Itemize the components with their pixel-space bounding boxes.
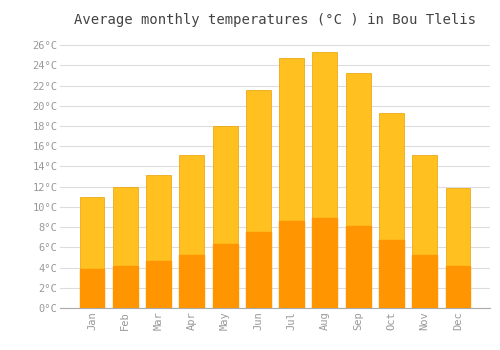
Bar [146,175,171,308]
Bar [212,244,238,308]
Bar [246,90,271,308]
Bar [113,187,138,308]
Bar [180,254,204,308]
Bar [379,113,404,308]
Bar [312,218,338,308]
Bar [412,155,437,308]
Bar [80,197,104,308]
Bar [180,155,204,308]
Bar [346,226,370,308]
Bar [312,52,338,308]
Bar [212,126,238,308]
Bar [446,188,470,308]
Bar [412,254,437,308]
Bar [346,74,370,308]
Bar [113,266,138,308]
Bar [379,240,404,308]
Bar [246,232,271,308]
Bar [146,261,171,308]
Title: Average monthly temperatures (°C ) in Bou Tlelis: Average monthly temperatures (°C ) in Bo… [74,13,476,27]
Bar [80,269,104,308]
Bar [279,58,304,308]
Bar [279,220,304,308]
Bar [446,266,470,308]
